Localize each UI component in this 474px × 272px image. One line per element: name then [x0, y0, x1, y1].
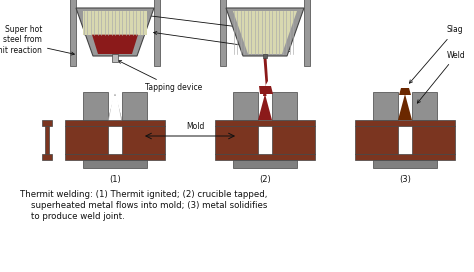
Bar	[215, 154, 315, 160]
Text: Super hot
steel from
Thermit reaction: Super hot steel from Thermit reaction	[0, 25, 74, 55]
Polygon shape	[83, 11, 147, 35]
Polygon shape	[263, 58, 268, 96]
Polygon shape	[109, 96, 121, 120]
Bar	[355, 120, 455, 126]
Bar	[154, 0, 160, 66]
Polygon shape	[76, 8, 154, 56]
Bar	[83, 92, 108, 120]
Text: Mold: Mold	[186, 122, 204, 131]
Bar	[215, 120, 315, 126]
Polygon shape	[258, 94, 272, 120]
Bar	[112, 54, 118, 62]
Bar	[373, 92, 398, 120]
Bar	[412, 92, 437, 120]
Text: Slag: Slag	[410, 26, 464, 83]
Polygon shape	[259, 86, 273, 94]
Bar	[263, 54, 267, 58]
Bar	[45, 126, 49, 154]
Text: superheated metal flows into mold; (3) metal solidifies: superheated metal flows into mold; (3) m…	[20, 201, 267, 210]
Polygon shape	[108, 94, 122, 120]
Polygon shape	[233, 11, 297, 54]
Text: Tapping device: Tapping device	[118, 61, 202, 92]
Bar	[42, 120, 52, 126]
Text: to produce weld joint.: to produce weld joint.	[20, 212, 125, 221]
Text: Crucible: Crucible	[154, 32, 292, 54]
Bar	[70, 0, 76, 66]
Text: (1): (1)	[109, 175, 121, 184]
Text: Thermit welding: (1) Thermit ignited; (2) crucible tapped,: Thermit welding: (1) Thermit ignited; (2…	[20, 190, 267, 199]
Text: Weld: Weld	[417, 51, 466, 103]
Bar	[65, 154, 165, 160]
Bar	[233, 160, 297, 168]
Bar	[65, 120, 165, 126]
Bar	[373, 160, 437, 168]
Text: (3): (3)	[399, 175, 411, 184]
Bar	[355, 154, 455, 160]
Bar	[83, 160, 147, 168]
Bar	[304, 0, 310, 66]
Bar	[233, 92, 258, 120]
Bar	[65, 126, 108, 154]
Polygon shape	[399, 88, 411, 95]
Polygon shape	[398, 94, 412, 120]
Bar	[215, 126, 258, 154]
Bar	[272, 92, 297, 120]
Bar	[220, 0, 226, 66]
Text: (2): (2)	[259, 175, 271, 184]
Polygon shape	[92, 35, 138, 54]
Text: Slag: Slag	[139, 13, 272, 35]
Bar	[272, 126, 315, 154]
Bar	[122, 126, 165, 154]
Bar	[42, 154, 52, 160]
Bar	[122, 92, 147, 120]
Bar	[355, 126, 398, 154]
Polygon shape	[226, 8, 304, 56]
Bar	[412, 126, 455, 154]
